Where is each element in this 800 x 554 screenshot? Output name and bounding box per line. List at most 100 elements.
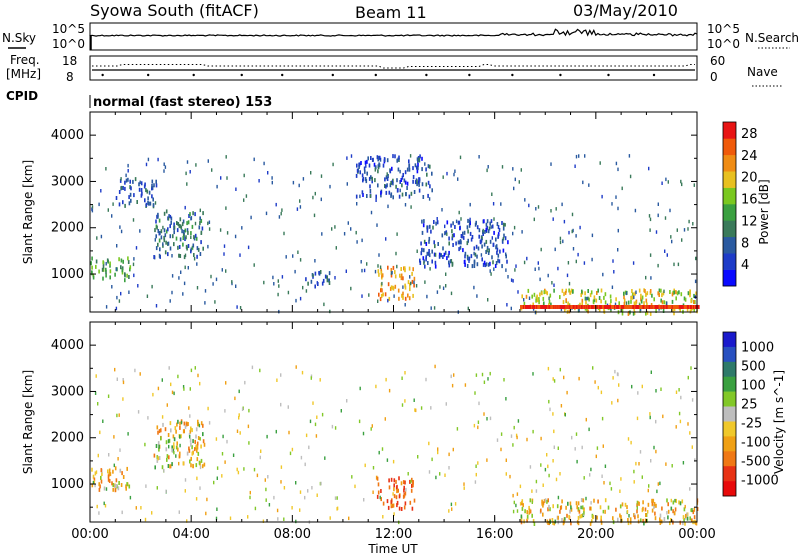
range-gate-cell [485, 250, 487, 254]
range-gate-cell [393, 487, 395, 492]
range-gate-cell [196, 441, 199, 446]
range-gate-cell [305, 277, 307, 282]
range-gate-cell [185, 244, 188, 249]
range-gate-cell [207, 406, 209, 411]
range-gate-cell [629, 517, 632, 522]
range-gate-cell [249, 495, 251, 500]
range-gate-cell [376, 155, 379, 160]
range-gate-cell [105, 273, 107, 278]
range-gate-cell [173, 450, 175, 455]
range-gate-cell [179, 421, 181, 426]
range-gate-cell [398, 155, 400, 160]
range-gate-cell [393, 483, 395, 488]
range-gate-cell [568, 514, 570, 519]
range-gate-cell [404, 285, 407, 290]
range-gate-cell [638, 288, 641, 293]
range-gate-cell [169, 224, 171, 229]
range-gate-cell [114, 466, 117, 471]
range-gate-cell [691, 398, 694, 402]
range-gate-cell [378, 292, 380, 297]
range-gate-cell [452, 243, 454, 247]
range-gate-cell [421, 230, 424, 235]
range-gate-cell [302, 285, 304, 290]
range-gate-cell [645, 298, 648, 303]
range-gate-cell [109, 269, 112, 274]
range-gate-cell [436, 217, 438, 221]
range-gate-cell [570, 507, 573, 512]
range-gate-cell [207, 244, 209, 249]
range-gate-cell [557, 495, 560, 500]
range-gate-cell [678, 388, 680, 392]
range-gate-cell [194, 366, 196, 370]
range-gate-cell [418, 157, 420, 162]
range-gate-cell [624, 290, 627, 295]
range-gate-cell [434, 260, 437, 265]
range-gate-cell [655, 503, 657, 508]
noise-panel-frame [89, 22, 698, 51]
range-gate-cell [194, 233, 197, 238]
range-gate-cell [378, 253, 380, 257]
range-gate-cell [540, 508, 542, 513]
range-gate-cell [225, 381, 227, 385]
range-gate-cell [134, 368, 136, 373]
range-gate-cell [583, 511, 585, 515]
range-gate-cell [502, 222, 505, 227]
range-gate-cell [425, 182, 428, 187]
range-gate-cell [592, 366, 594, 370]
range-gate-cell [649, 228, 651, 232]
range-gate-cell [157, 157, 159, 162]
range-gate-cell [404, 501, 407, 506]
cpid-label: CPID [6, 89, 38, 103]
colorbar-swatch [723, 406, 736, 422]
range-gate-cell [358, 164, 360, 169]
range-gate-cell [469, 221, 471, 226]
range-gate-cell [189, 414, 191, 418]
range-gate-cell [193, 253, 195, 257]
range-gate-cell [280, 465, 283, 469]
range-gate-cell [426, 228, 429, 233]
range-gate-cell [486, 458, 488, 462]
range-gate-cell [412, 483, 414, 488]
range-gate-cell [115, 196, 118, 200]
range-gate-cell [447, 253, 450, 258]
range-gate-cell [565, 288, 567, 293]
range-gate-cell [448, 260, 450, 265]
range-gate-cell [390, 502, 393, 506]
range-gate-cell [639, 307, 642, 312]
range-gate-cell [197, 373, 199, 378]
range-gate-cell [346, 182, 348, 186]
range-gate-cell [104, 504, 107, 508]
range-gate-cell [283, 231, 285, 236]
range-gate-cell [601, 194, 603, 199]
range-gate-cell [427, 193, 429, 198]
range-gate-cell [179, 237, 182, 242]
range-gate-cell [360, 161, 362, 165]
range-gate-cell [466, 225, 469, 230]
range-gate-cell [215, 437, 218, 441]
range-gate-cell [659, 481, 661, 486]
range-gate-cell [469, 217, 471, 222]
range-gate-cell [247, 515, 249, 519]
range-gate-cell [538, 266, 540, 271]
range-gate-cell [186, 451, 189, 456]
range-gate-cell [672, 500, 675, 505]
range-gate-cell [474, 391, 476, 395]
range-gate-cell [200, 231, 202, 235]
range-gate-cell [116, 413, 118, 418]
range-gate-cell [516, 509, 519, 513]
range-gate-cell [437, 450, 439, 455]
range-gate-cell [670, 235, 672, 239]
range-gate-cell [540, 247, 542, 252]
range-gate-cell [205, 511, 207, 516]
range-gate-cell [411, 506, 414, 511]
range-gate-cell [412, 480, 414, 485]
range-gate-cell [390, 285, 393, 290]
range-gate-cell [402, 295, 404, 300]
range-gate-cell [268, 503, 271, 507]
range-gate-cell [92, 273, 95, 278]
range-gate-cell [310, 374, 313, 378]
range-gate-cell [523, 519, 525, 524]
range-gate-cell [415, 408, 417, 413]
range-gate-cell [483, 242, 486, 247]
